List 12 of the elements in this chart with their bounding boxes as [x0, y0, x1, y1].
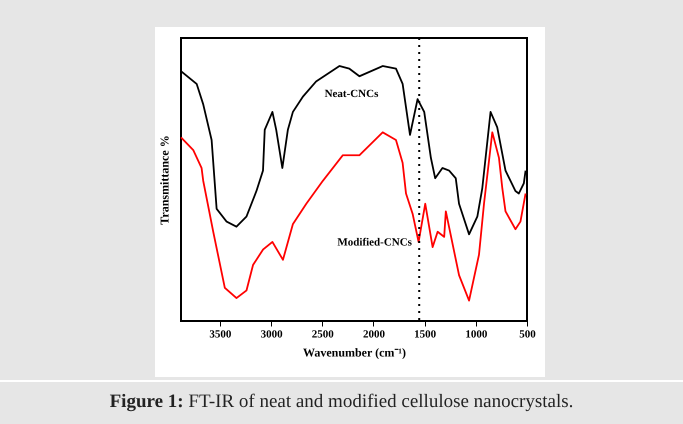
x-tick-label: 3500: [209, 328, 232, 340]
x-tick-label: 500: [519, 328, 536, 340]
series-label: Modified-CNCs: [337, 236, 413, 248]
x-tick-label: 3000: [260, 328, 284, 340]
x-tick-label: 2500: [312, 328, 334, 340]
x-tick-label: 1500: [414, 328, 437, 340]
x-tick-label: 1000: [465, 328, 488, 340]
x-tick-label: 2000: [362, 328, 386, 340]
series-label: Neat-CNCs: [324, 88, 380, 100]
x-axis-title: Wavenumber (cm⁻¹): [302, 346, 406, 360]
y-axis-title: Transmittance %: [158, 135, 172, 225]
caption: Figure 1: FT-IR of neat and modified cellulose nanocrystals.: [110, 391, 574, 412]
